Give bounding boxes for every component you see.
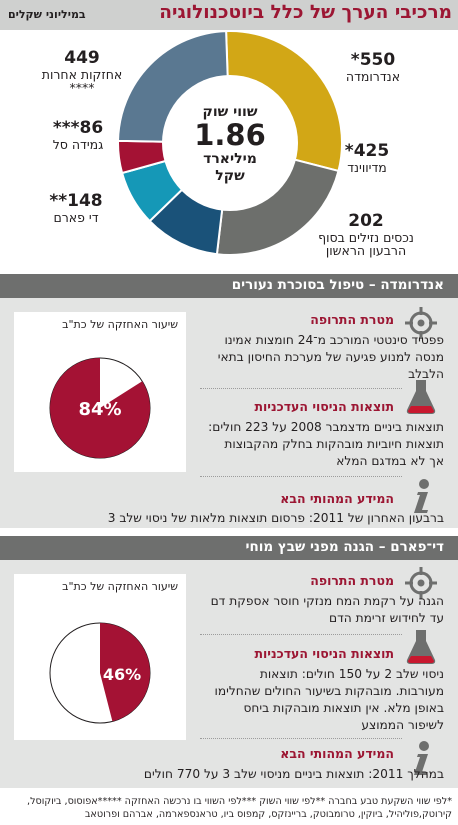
- target-icon: [405, 307, 437, 339]
- value-cash: 202: [348, 211, 384, 231]
- header-bar: מרכיבי הערך של כלל ביוטכנולוגיה במיליוני…: [0, 0, 458, 30]
- center-value: 1.86: [194, 118, 266, 152]
- pie-box-andromeda: שיעור האחזקה של כת"ב 84%: [14, 312, 186, 472]
- divider: [200, 388, 402, 389]
- label-dpharm: 148** די פארם: [36, 191, 116, 225]
- holdings-donut-chart: שווי שוק 1.86 מיליארד שקל: [117, 30, 343, 256]
- info-text-andromeda: ברבעון האחרון של 2011: פרסום תוצאות מלאו…: [107, 511, 444, 525]
- results-title-dpharm: תוצאות הניסוי העדכניות: [254, 646, 394, 661]
- label-gamida: 86*** גמידה סל: [36, 118, 120, 152]
- value-other-holdings: 449: [64, 48, 100, 68]
- label-medivunde: 425* מדיווינד: [322, 141, 412, 175]
- pie-caption-dpharm: שיעור האחזקה של כת"ב: [62, 580, 178, 593]
- flask-icon: [406, 380, 436, 414]
- page-subtitle: במיליוני שקלים: [8, 8, 86, 21]
- info-icon: [414, 479, 429, 513]
- name-dpharm: די פארם: [53, 209, 99, 225]
- center-label-billion: מיליארד: [203, 151, 257, 167]
- label-cash: 202 נכסים נזילים בסוף הרבעון הראשון: [310, 211, 422, 258]
- flask-icon: [406, 630, 436, 664]
- value-medivunde: 425*: [344, 141, 390, 161]
- pie-slice-dpharm: [100, 623, 150, 722]
- pie-dpharm: 46%: [49, 622, 151, 724]
- info-text-dpharm: במהלך 2011: תוצאות ביניים מניסוי שלב 3 ע…: [143, 767, 444, 781]
- target-text-dpharm: הגנה על רקמת המח מנזקי חוסר אספקת דם עד …: [210, 594, 444, 625]
- name-other-holdings-suffix: ****: [69, 79, 95, 95]
- pie-value-dpharm: 46%: [103, 665, 141, 684]
- section-title-dpharm: די־פארם – הגנה מפני שבץ מוחי: [245, 539, 445, 555]
- target-title-andromeda: מטרת התרופה: [310, 312, 394, 327]
- pie-andromeda: 84%: [49, 357, 151, 459]
- target-text-andromeda: פפטיד סינטטי המורכב מ־24 חומצות אמינו מנ…: [217, 333, 444, 381]
- divider: [200, 738, 402, 739]
- label-other-holdings: 449 אחזקות אחרות ****: [36, 48, 128, 94]
- results-text-dpharm: ניסוי שלב 2 על 150 חולים: תוצאות מעורבות…: [214, 667, 444, 732]
- value-dpharm: 148**: [49, 191, 103, 211]
- pie-value-andromeda: 84%: [78, 399, 121, 420]
- target-title-dpharm: מטרת התרופה: [310, 573, 394, 588]
- name-cash: נכסים נזילים בסוף הרבעון הראשון: [318, 229, 414, 258]
- section-panel-andromeda: שיעור האחזקה של כת"ב 84% מטרת התרופה פפט…: [0, 298, 458, 528]
- label-andromeda: 550* אנדרומדה: [318, 50, 428, 84]
- section-band-andromeda: אנדרומדה – טיפול בסוכרת נעורים: [0, 274, 458, 298]
- divider: [200, 634, 402, 635]
- target-icon: [405, 567, 437, 599]
- pie-box-dpharm: שיעור האחזקה של כת"ב 46%: [14, 574, 186, 740]
- results-text-andromeda: תוצאות ביניים מדצמבר 2008 על 223 חולים: …: [208, 420, 444, 468]
- center-label-shekel: שקל: [215, 168, 245, 184]
- center-label-market-cap: שווי שוק: [203, 104, 258, 120]
- info-title-andromeda: המידע המהותי הבא: [280, 491, 394, 506]
- info-icon: [414, 741, 429, 775]
- pie-caption-andromeda: שיעור האחזקה של כת"ב: [62, 318, 178, 331]
- info-title-dpharm: המידע המהותי הבא: [280, 746, 394, 761]
- section-panel-dpharm: שיעור האחזקה של כת"ב 46% מטרת התרופה הגנ…: [0, 560, 458, 788]
- section-band-dpharm: די־פארם – הגנה מפני שבץ מוחי: [0, 536, 458, 560]
- name-andromeda: אנדרומדה: [345, 68, 401, 84]
- results-title-andromeda: תוצאות הניסוי העדכניות: [254, 399, 394, 414]
- name-other-holdings-text: אחזקות אחרות: [41, 66, 123, 82]
- value-andromeda: 550*: [350, 50, 396, 70]
- section-title-andromeda: אנדרומדה – טיפול בסוכרת נעורים: [231, 277, 444, 293]
- value-gamida: 86***: [52, 118, 104, 138]
- name-medivunde: מדיווינד: [347, 159, 387, 175]
- name-gamida: גמידה סל: [52, 136, 104, 152]
- divider: [200, 476, 402, 477]
- footnote: *לפי שווי השקעת טבע בחברה **לפי שווי השו…: [27, 796, 452, 820]
- pie-slice-andromeda: [50, 358, 151, 458]
- donut-center: [162, 75, 298, 211]
- page-title: מרכיבי הערך של כלל ביוטכנולוגיה: [159, 2, 452, 23]
- name-other-holdings: אחזקות אחרות ****: [36, 68, 128, 94]
